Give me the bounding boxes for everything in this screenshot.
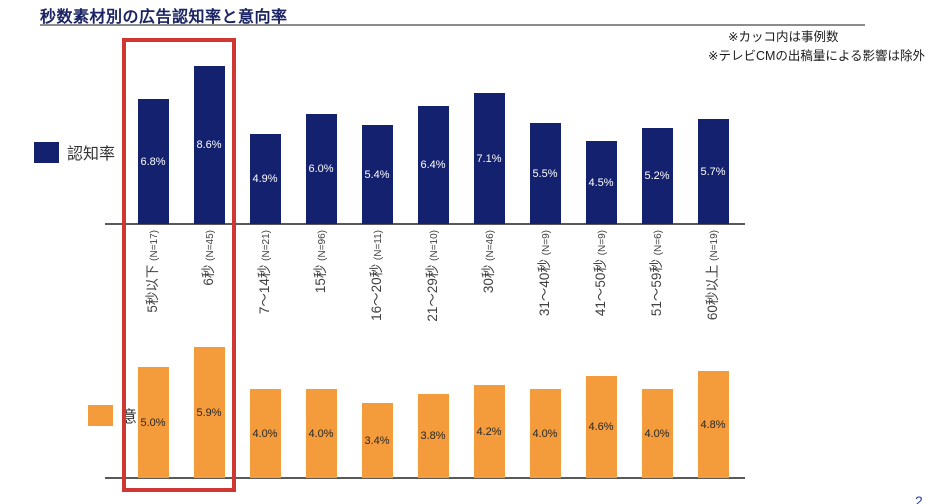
page-title: 秒数素材別の広告認知率と意向率	[40, 9, 288, 26]
category-label: 21〜29秒 (N=10)	[423, 230, 443, 350]
awareness-bar: 6.0%	[305, 114, 337, 224]
category-name: 15秒	[313, 260, 328, 294]
intent-bar: 5.0%	[137, 367, 169, 478]
category-n-count: (N=46)	[485, 230, 496, 261]
awareness-bar-value-label: 5.5%	[532, 167, 558, 180]
intent-bar-value-label: 5.9%	[196, 406, 222, 419]
category-name: 51〜59秒	[649, 255, 664, 317]
intent-bar-value-label: 4.6%	[588, 421, 614, 433]
awareness-bar: 4.5%	[585, 141, 617, 224]
intent-bar-value-label: 5.0%	[140, 416, 166, 429]
note-tvcm-excluded: ※テレビCMの出稿量による影響は除外	[708, 49, 926, 63]
page-number: 2	[915, 493, 923, 504]
awareness-swatch-icon	[34, 141, 59, 163]
awareness-bar-value-label: 5.7%	[700, 165, 726, 178]
category-name: 21〜29秒	[425, 260, 440, 322]
intent-bar-value-label: 4.8%	[700, 418, 726, 431]
awareness-bar: 5.2%	[641, 128, 673, 224]
category-name: 30秒	[481, 260, 496, 294]
category-n-count: (N=6)	[653, 230, 664, 256]
intent-bar-value-label: 4.0%	[532, 427, 558, 440]
intent-bar: 4.0%	[305, 389, 337, 478]
category-n-count: (N=9)	[541, 230, 552, 256]
intent-bar: 4.0%	[529, 389, 561, 478]
intent-bar: 4.0%	[641, 389, 673, 478]
category-label: 16〜20秒 (N=11)	[367, 230, 387, 350]
awareness-bar-value-label: 4.9%	[252, 173, 278, 185]
intent-swatch-icon	[88, 404, 113, 426]
category-n-count: (N=10)	[429, 230, 440, 261]
awareness-bar-value-label: 6.4%	[420, 159, 446, 171]
awareness-bar: 5.7%	[697, 119, 729, 224]
category-label: 51〜59秒 (N=6)	[647, 230, 667, 350]
awareness-bar-value-label: 6.0%	[308, 163, 334, 175]
notes: ※カッコ内は事例数 ※テレビCMの出稿量による影響は除外	[708, 28, 925, 66]
intent-bar-value-label: 4.0%	[308, 427, 334, 440]
intent-bar: 3.4%	[361, 403, 393, 478]
intent-bar-value-label: 4.2%	[476, 425, 502, 438]
awareness-bar-value-label: 7.1%	[476, 152, 502, 165]
intent-bar-value-label: 3.8%	[420, 430, 446, 442]
awareness-bar: 5.4%	[361, 125, 393, 224]
intent-bar: 4.2%	[473, 385, 505, 478]
category-n-count: (N=9)	[597, 230, 608, 256]
intent-bar-value-label: 4.0%	[644, 427, 670, 440]
intent-bar: 4.6%	[585, 376, 617, 478]
highlight-box	[122, 38, 236, 492]
intent-bar: 3.8%	[417, 394, 449, 478]
legend-awareness-label: 認知率	[67, 146, 116, 163]
awareness-bar: 6.4%	[417, 106, 449, 224]
intent-bar: 4.0%	[249, 389, 281, 478]
awareness-bar: 5.5%	[529, 123, 561, 224]
awareness-bar: 7.1%	[473, 93, 505, 224]
category-name: 31〜40秒	[537, 255, 552, 317]
category-label: 30秒 (N=46)	[479, 230, 499, 350]
title-underline	[40, 24, 865, 26]
category-n-count: (N=21)	[261, 230, 272, 261]
category-label: 41〜50秒 (N=9)	[591, 230, 611, 350]
category-label: 15秒 (N=96)	[311, 230, 331, 350]
intent-bar-value-label: 4.0%	[252, 427, 278, 440]
intent-bar-value-label: 3.4%	[364, 434, 390, 447]
category-n-count: (N=96)	[317, 230, 328, 261]
category-name: 60秒以上	[705, 260, 720, 321]
awareness-bar-value-label: 4.5%	[588, 176, 614, 189]
category-name: 7〜14秒	[257, 260, 272, 315]
intent-axis-line	[105, 477, 745, 479]
category-name: 16〜20秒	[369, 260, 384, 321]
category-n-count: (N=11)	[373, 230, 384, 261]
category-label: 60秒以上 (N=19)	[703, 230, 723, 350]
note-parentheses: ※カッコ内は事例数	[728, 30, 839, 44]
awareness-bar-value-label: 8.6%	[196, 139, 222, 151]
category-n-count: (N=19)	[709, 230, 720, 261]
awareness-bar: 4.9%	[249, 134, 281, 224]
awareness-bar-value-label: 5.4%	[364, 168, 390, 181]
awareness-axis-line	[105, 223, 745, 225]
intent-bar: 5.9%	[193, 347, 225, 478]
category-name: 41〜50秒	[593, 255, 608, 317]
legend-awareness: 認知率	[34, 140, 115, 164]
category-label: 31〜40秒 (N=9)	[535, 230, 555, 350]
awareness-bar-value-label: 6.8%	[140, 155, 166, 168]
awareness-bar-value-label: 5.2%	[644, 170, 670, 182]
awareness-bar: 8.6%	[193, 66, 225, 224]
awareness-bar: 6.8%	[137, 99, 169, 224]
intent-bar: 4.8%	[697, 371, 729, 478]
category-label: 7〜14秒 (N=21)	[255, 230, 275, 350]
